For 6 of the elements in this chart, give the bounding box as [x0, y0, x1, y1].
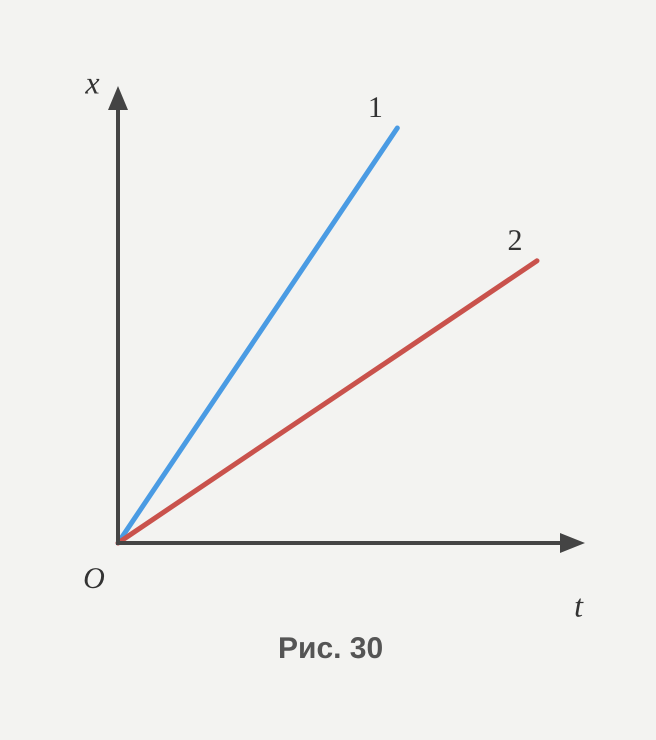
text: Рис. 30: [278, 632, 384, 666]
text: O: [83, 562, 105, 595]
series-label: 1: [368, 91, 383, 124]
x-axis-title: t: [574, 588, 584, 624]
y-axis-title: x: [84, 64, 100, 100]
series-label: 2: [508, 224, 522, 257]
